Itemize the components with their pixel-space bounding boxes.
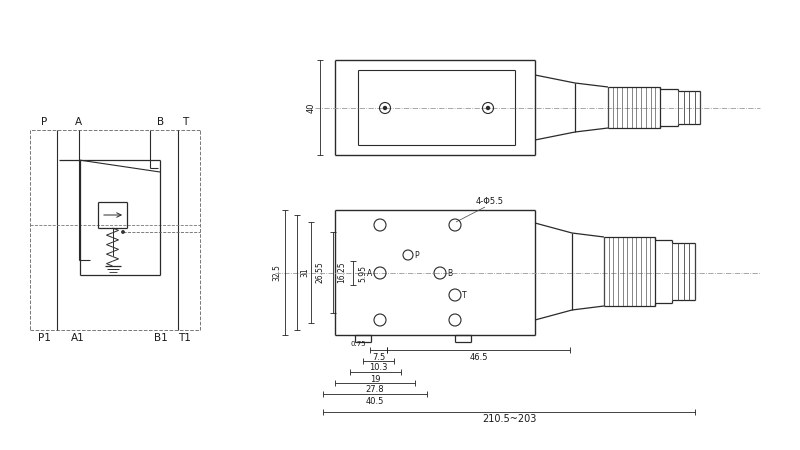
Text: B: B — [447, 269, 453, 278]
Text: A: A — [74, 117, 82, 127]
Text: 40: 40 — [306, 102, 315, 113]
Text: 19: 19 — [370, 374, 381, 383]
Text: 40.5: 40.5 — [366, 396, 384, 405]
Text: T: T — [182, 117, 188, 127]
Text: 46.5: 46.5 — [470, 352, 488, 361]
Text: 26.55: 26.55 — [315, 261, 325, 284]
Text: A1: A1 — [71, 333, 85, 343]
Text: 27.8: 27.8 — [366, 386, 384, 395]
Text: P1: P1 — [38, 333, 50, 343]
Text: 16.25: 16.25 — [338, 262, 346, 284]
Text: T1: T1 — [178, 333, 191, 343]
Text: A: A — [367, 269, 373, 278]
Text: B1: B1 — [154, 333, 168, 343]
Text: 31: 31 — [301, 268, 310, 277]
Circle shape — [383, 107, 386, 109]
Circle shape — [122, 231, 124, 233]
Circle shape — [486, 107, 490, 109]
Text: 4-Φ5.5: 4-Φ5.5 — [476, 198, 504, 207]
Text: P: P — [414, 251, 419, 260]
Text: 210.5~203: 210.5~203 — [482, 414, 536, 424]
Text: 0.75: 0.75 — [350, 341, 366, 347]
Text: 7.5: 7.5 — [372, 352, 385, 361]
Text: T: T — [462, 291, 466, 300]
Text: B: B — [158, 117, 165, 127]
Text: 5.95: 5.95 — [358, 265, 367, 282]
Text: 32.5: 32.5 — [273, 264, 282, 281]
Text: 10.3: 10.3 — [370, 364, 388, 373]
Text: P: P — [41, 117, 47, 127]
